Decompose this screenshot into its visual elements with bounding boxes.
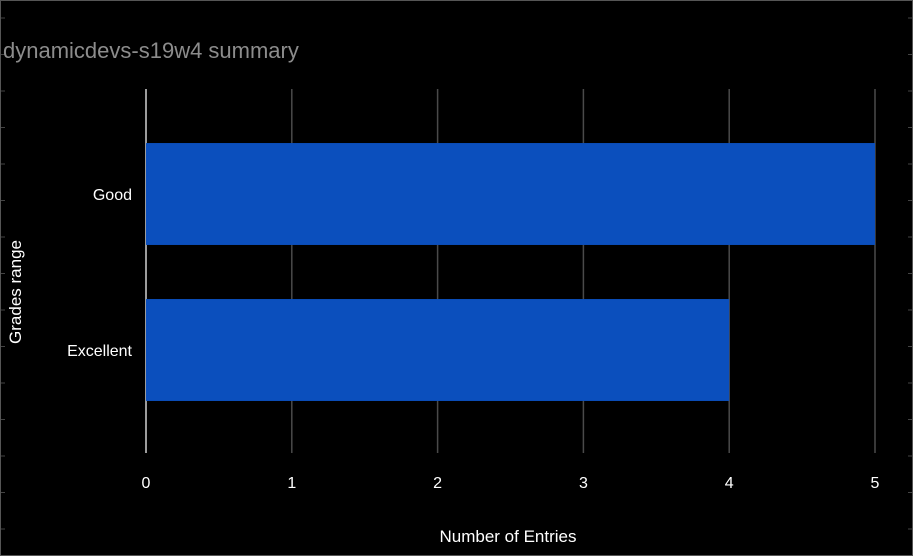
x-tick-label: 1: [287, 475, 296, 492]
x-tick-label: 5: [871, 475, 880, 492]
chart-title: dynamicdevs-s19w4 summary: [3, 38, 299, 63]
x-axis-label: Number of Entries: [440, 527, 577, 546]
bars: [146, 143, 875, 401]
y-tick-labels: Good Excellent: [67, 187, 132, 360]
bar-excellent: [146, 299, 730, 401]
y-axis-label: Grades range: [6, 240, 25, 344]
y-tick-label: Excellent: [67, 343, 132, 360]
x-tick-label: 3: [579, 475, 588, 492]
y-tick-label: Good: [93, 187, 132, 204]
frame-edge-ticks: [1, 17, 912, 530]
x-tick-label: 0: [142, 475, 151, 492]
x-tick-label: 4: [725, 475, 734, 492]
x-tick-labels: 0 1 2 3 4 5: [142, 475, 880, 492]
x-tick-label: 2: [433, 475, 442, 492]
bar-good: [146, 143, 875, 245]
